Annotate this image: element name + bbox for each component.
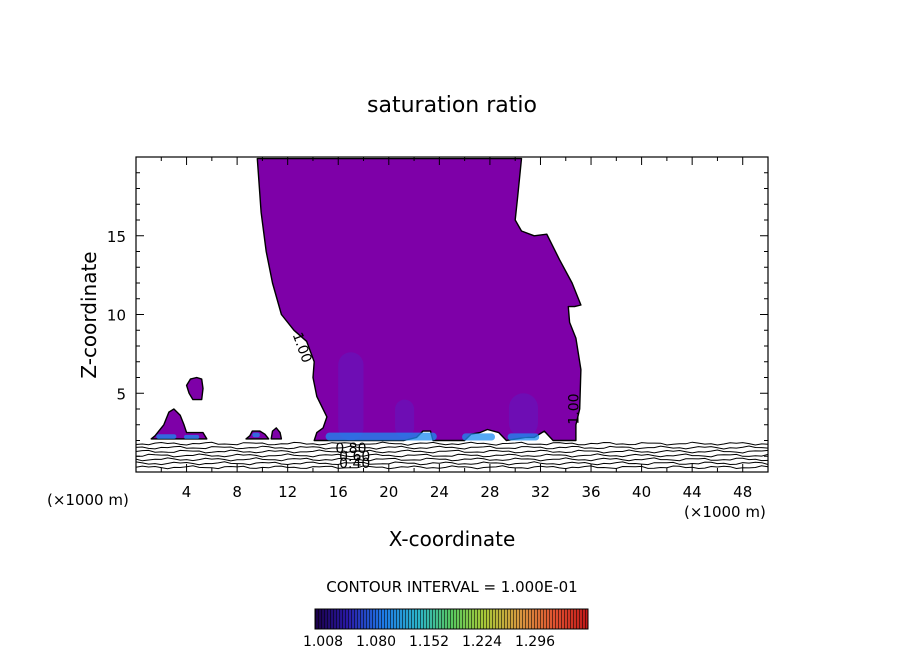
region-left-top-blob	[185, 376, 204, 401]
ground-contour-0	[135, 465, 769, 470]
colorbar-label-3: 1.224	[462, 634, 502, 650]
y-axis-label: Z-coordinate	[77, 251, 101, 378]
shading-patch-8	[252, 432, 260, 438]
plot-area: 1.001.000.800.600.40 4 8 12 16 20 24 28 32 36 40 4…	[107, 156, 769, 501]
x-tick-label-4: 4	[182, 483, 192, 501]
shading-patch-3	[325, 432, 437, 441]
contour-label-1: 1.00	[566, 393, 582, 424]
x-tick-label-40: 40	[632, 483, 651, 501]
x-tick-label-36: 36	[581, 483, 600, 501]
contour-label-3: 0.60	[339, 449, 370, 465]
x-tick-label-32: 32	[531, 483, 550, 501]
x-tick-label-48: 48	[733, 483, 752, 501]
colorbar-label-2: 1.152	[409, 634, 449, 650]
ground-contour-1	[135, 461, 769, 466]
contour-label-2: 0.80	[335, 441, 366, 457]
y-tick-label-10: 10	[107, 307, 126, 325]
colorbar-label-0: 1.008	[303, 634, 343, 650]
ground-contour-3	[135, 453, 769, 458]
x-tick-label-8: 8	[232, 483, 242, 501]
x-unit-left: (×1000 m)	[47, 491, 129, 509]
ground-contour-4	[135, 449, 769, 454]
shading-patch-5	[507, 433, 540, 441]
contour-label-4: 0.40	[339, 456, 370, 472]
ground-contour-lines	[135, 441, 769, 470]
x-tick-label-16: 16	[329, 483, 348, 501]
shading-patch-6	[156, 434, 177, 439]
colorbar-label-4: 1.296	[515, 634, 555, 650]
x-axis-label: X-coordinate	[389, 527, 516, 551]
shading-patch-7	[184, 435, 200, 439]
shading-patch-4	[462, 433, 495, 441]
x-tick-label-44: 44	[683, 483, 702, 501]
shading-patch-2	[395, 399, 415, 438]
ground-contour-5	[135, 445, 769, 450]
colorbar-label-1: 1.080	[356, 634, 396, 650]
x-tick-label-24: 24	[430, 483, 449, 501]
y-tick-label-5: 5	[116, 385, 126, 403]
x-tick-label-12: 12	[278, 483, 297, 501]
ground-contour-6	[135, 441, 769, 446]
y-tick-label-15: 15	[107, 228, 126, 246]
x-tick-label-20: 20	[379, 483, 398, 501]
x-unit-right: (×1000 m)	[684, 503, 766, 521]
chart-title: saturation ratio	[367, 93, 537, 118]
colorbar-frame	[314, 608, 589, 630]
colorbar-labels: 1.008 1.080 1.152 1.224 1.296	[303, 634, 555, 650]
colorbar-stripes	[315, 609, 588, 629]
shading-patch-0	[338, 352, 364, 441]
region-left-blob	[150, 408, 208, 440]
saturation-shading	[156, 352, 540, 441]
ground-contour-2	[135, 457, 769, 462]
x-tick-label-28: 28	[480, 483, 499, 501]
shading-patch-1	[508, 393, 538, 438]
contour-interval-text: CONTOUR INTERVAL = 1.000E-01	[326, 578, 577, 596]
region-small-blob	[270, 427, 283, 440]
